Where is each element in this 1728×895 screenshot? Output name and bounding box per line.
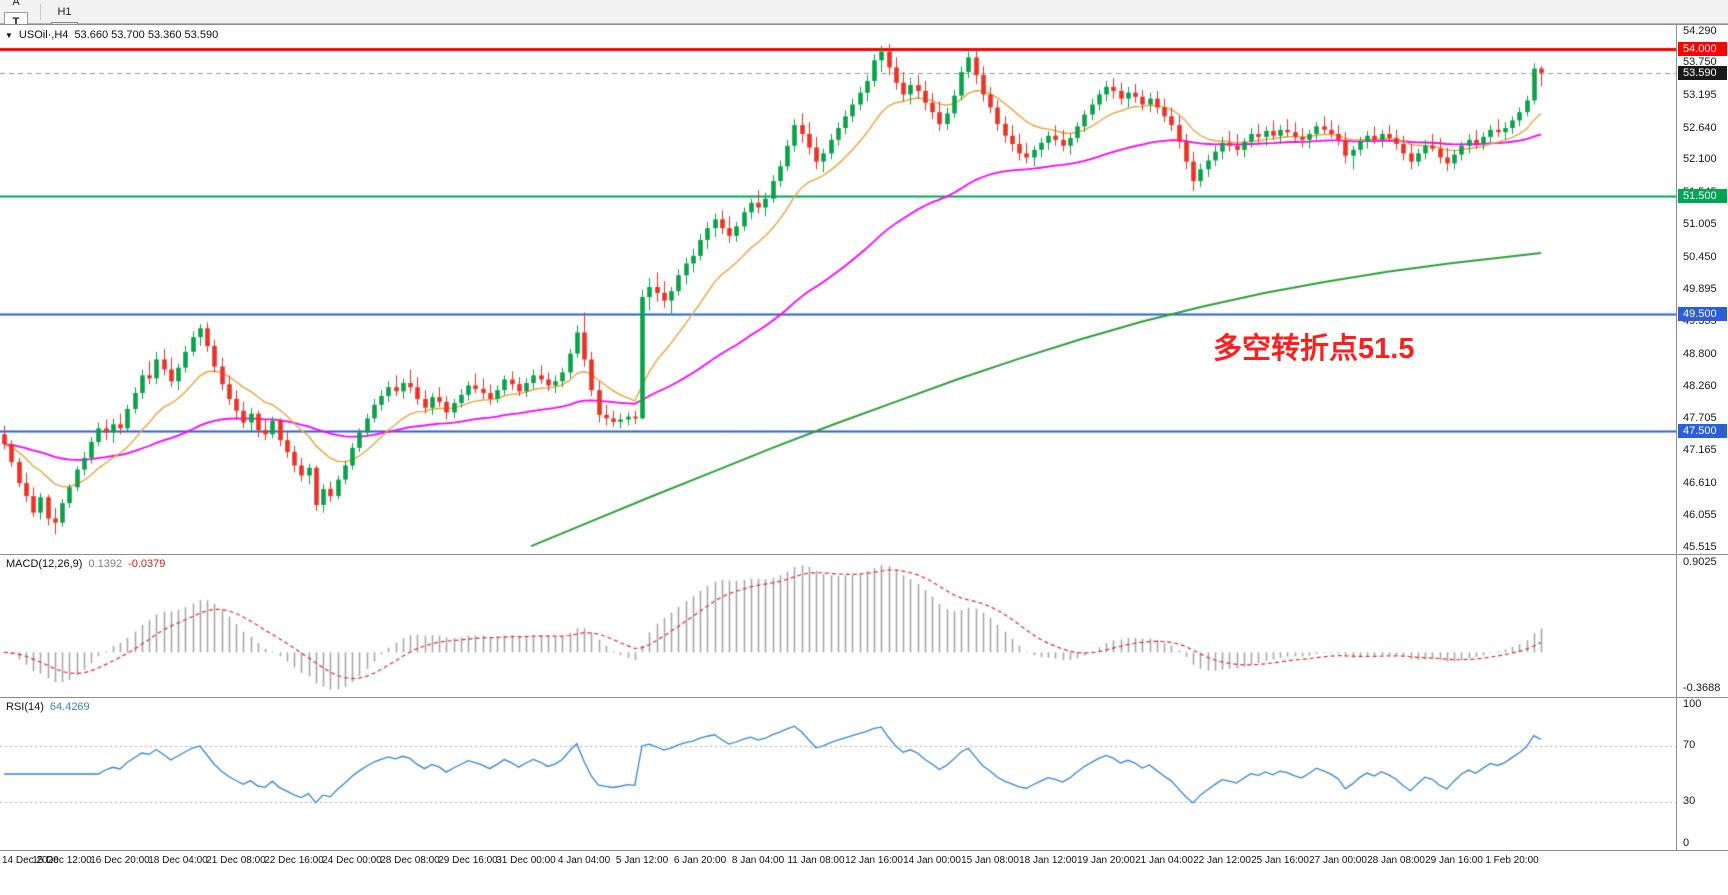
time-axis-label: 28 Jan 08:00 [1367,855,1425,866]
price-chart-canvas[interactable] [0,25,1676,555]
time-axis-label: 8 Jan 04:00 [731,855,785,866]
macd-name: MACD(12,26,9) [6,558,83,570]
label-tool-button[interactable]: A [4,0,28,12]
chart-info: ▼ USOil·,H4 53.660 53.700 53.360 53.590 [5,29,218,41]
time-axis-label: 22 Dec 16:00 [264,855,324,866]
price-badge: 47.500 [1678,424,1727,439]
time-axis-label: 16 Dec 20:00 [90,855,150,866]
time-axis-label: 22 Jan 12:00 [1193,855,1251,866]
axis-tick: 45.515 [1683,541,1717,554]
macd-main-value: 0.1392 [88,558,123,570]
time-axis-label: 5 Jan 12:00 [615,855,669,866]
main-toolbar: ▦AT◇▾ M1M5M15M30H1H4D1W1MN [0,0,1728,98]
price-badge: 54.000 [1678,41,1727,56]
chart-annotation-text: 多空转折点51.5 [1213,333,1415,365]
toolbar-separator [40,3,42,20]
time-axis-label: 15 Jan 08:00 [961,855,1019,866]
timeframe-button-h1[interactable]: H1 [51,2,77,22]
axis-tick: 51.005 [1683,217,1717,230]
label-icon: A [12,0,20,8]
chart-collapse-icon[interactable]: ▼ [5,30,13,40]
macd-signal-value: -0.0379 [128,558,166,570]
time-axis-label: 31 Dec 00:00 [496,855,556,866]
axis-tick: 52.640 [1683,121,1717,134]
axis-tick: 46.055 [1683,509,1717,522]
macd-canvas[interactable] [0,555,1676,697]
time-axis-label: 1 Feb 20:00 [1485,855,1539,866]
axis-tick: 50.450 [1683,250,1717,263]
time-axis-label: 27 Jan 00:00 [1309,855,1367,866]
macd-label: MACD(12,26,9) 0.1392 -0.0379 [6,558,165,570]
time-axis-label: 18 Jan 12:00 [1019,855,1077,866]
axis-tick: 47.165 [1683,444,1717,457]
axis-tick: 53.195 [1683,88,1717,101]
time-axis-label: 14 Dec 2020 [2,855,59,866]
axis-tick: 54.290 [1683,25,1717,37]
text-icon: T [12,15,20,28]
axis-tick: 53.750 [1683,56,1717,69]
price-axis: 54.29053.75053.19552.64052.10051.54551.0… [1676,25,1728,554]
price-badge: 49.500 [1678,306,1727,321]
time-axis-label: 21 Jan 04:00 [1135,855,1193,866]
axis-tick: 46.610 [1683,476,1717,489]
time-axis-label: 4 Jan 04:00 [557,855,611,866]
time-axis-label: 12 Jan 16:00 [845,855,903,866]
rsi-name: RSI(14) [6,701,44,713]
time-axis-label: 19 Jan 20:00 [1077,855,1135,866]
axis-tick: 100 [1683,698,1702,710]
time-axis[interactable]: 14 Dec 2020 15 Dec 12:00 16 Dec 20:00 18 De… [0,851,1728,895]
rsi-canvas[interactable] [0,698,1676,850]
ohlc-readout: 53.660 53.700 53.360 53.590 [74,29,219,41]
time-axis-label: 11 Jan 08:00 [787,855,845,866]
axis-tick: 52.100 [1683,153,1717,166]
axis-tick: 48.800 [1683,347,1717,360]
rsi-axis: 100 70 30 0 [1676,698,1728,850]
price-chart-panel: ▼ USOil·,H4 53.660 53.700 53.360 53.590 … [0,24,1728,555]
axis-tick: -0.3688 [1683,681,1721,694]
time-axis-label: 6 Jan 20:00 [673,855,727,866]
macd-panel: MACD(12,26,9) 0.1392 -0.0379 0.9025 -0.36… [0,555,1728,698]
time-axis-label: 21 Dec 08:00 [206,855,266,866]
time-axis-label: 15 Dec 12:00 [32,855,92,866]
macd-axis: 0.9025 -0.3688 [1676,555,1728,697]
axis-tick: 49.895 [1683,283,1717,296]
axis-tick: 48.260 [1683,379,1717,392]
time-axis-label: 18 Dec 04:00 [148,855,208,866]
time-axis-label: 28 Dec 08:00 [380,855,440,866]
axis-tick: 70 [1683,738,1696,751]
axis-tick: 0 [1683,837,1690,850]
rsi-value: 64.4269 [49,701,90,713]
symbol-timeframe-label: USOil·,H4 [18,29,69,41]
price-badge: 51.500 [1678,188,1727,203]
time-axis-label: 29 Dec 16:00 [438,855,498,866]
rsi-label: RSI(14) 64.4269 [6,701,90,713]
axis-tick: 47.705 [1683,412,1717,425]
time-axis-label: 25 Jan 16:00 [1251,855,1309,866]
rsi-panel: RSI(14) 64.4269 100 70 30 0 [0,698,1728,851]
time-axis-label: 14 Jan 00:00 [903,855,961,866]
time-axis-label: 24 Dec 00:00 [322,855,382,866]
price-badge: 53.590 [1678,65,1727,80]
time-axis-label: 29 Jan 16:00 [1425,855,1483,866]
axis-tick: 0.9025 [1683,555,1717,568]
axis-tick: 30 [1683,795,1696,808]
